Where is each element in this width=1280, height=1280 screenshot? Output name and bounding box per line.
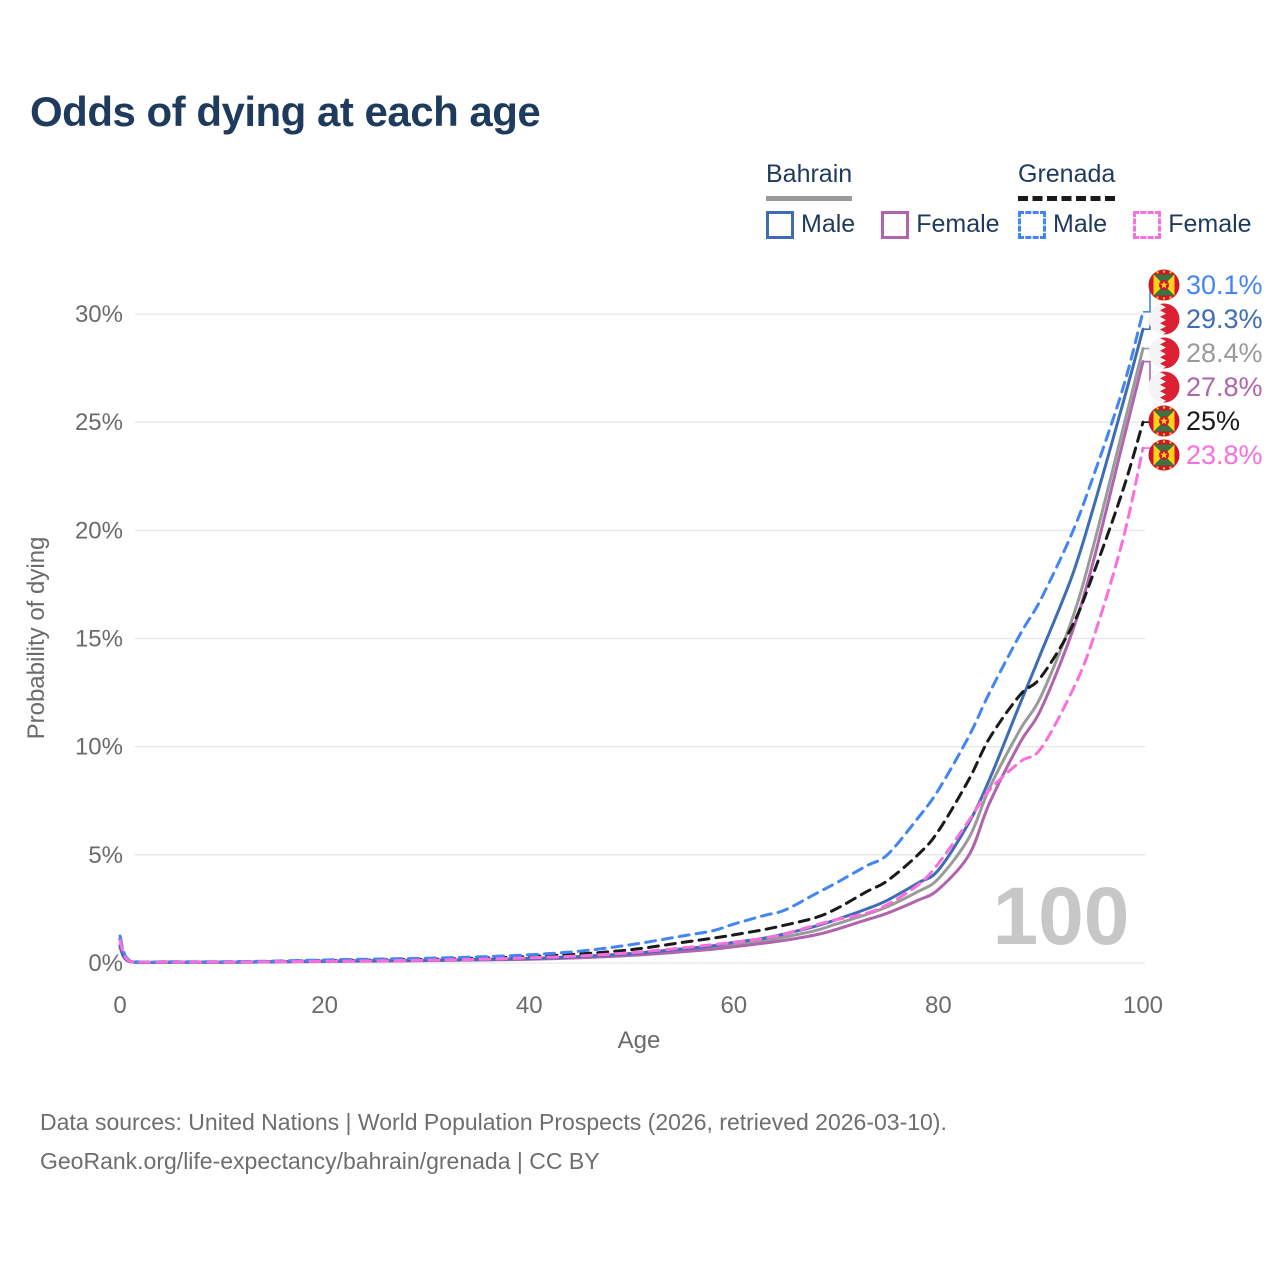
legend-label: Female bbox=[1168, 210, 1252, 238]
legend-label: Male bbox=[1053, 210, 1108, 238]
legend-item-grenada-female[interactable]: Female bbox=[1133, 210, 1252, 239]
end-value-label: 29.3% bbox=[1186, 304, 1263, 334]
line-chart: 0% 5% 10% 15% 20% 25% 30% 0 20 40 60 80 100 Age Probab… bbox=[23, 250, 1263, 1054]
y-tick-label: 25% bbox=[75, 409, 123, 436]
flag-grenada-icon bbox=[1149, 406, 1180, 437]
end-value-label: 30.1% bbox=[1186, 270, 1263, 300]
y-tick-label: 20% bbox=[75, 517, 123, 544]
legend: Bahrain Male Female Grenada Male Female bbox=[0, 160, 1280, 250]
series-line-grenada-male[interactable] bbox=[118, 310, 1145, 964]
x-tick-label: 0 bbox=[113, 992, 126, 1019]
y-tick-label: 0% bbox=[88, 950, 123, 977]
source-line-1: Data sources: United Nations | World Pop… bbox=[40, 1109, 947, 1135]
data-sources: Data sources: United Nations | World Pop… bbox=[40, 1103, 947, 1181]
legend-item-grenada-male[interactable]: Male bbox=[1018, 210, 1107, 239]
x-tick-label: 20 bbox=[311, 992, 338, 1019]
checkbox-grenada-female[interactable] bbox=[1133, 210, 1162, 239]
page-title: Odds of dying at each age bbox=[30, 88, 541, 135]
watermark-age: 100 bbox=[993, 871, 1130, 962]
checkbox-bahrain-female[interactable] bbox=[881, 210, 910, 239]
x-tick-label: 100 bbox=[1123, 992, 1163, 1019]
y-tick-label: 10% bbox=[75, 734, 123, 761]
flag-bahrain-icon bbox=[1149, 336, 1182, 370]
flag-grenada-icon bbox=[1149, 440, 1180, 471]
x-tick-label: 40 bbox=[516, 992, 543, 1019]
series-line-bahrain-female[interactable] bbox=[118, 360, 1145, 965]
legend-group-grenada: Grenada Male Female bbox=[1018, 160, 1252, 239]
x-tick-label: 80 bbox=[925, 992, 952, 1019]
series-line-bahrain-male[interactable] bbox=[118, 327, 1145, 964]
end-value-label: 28.4% bbox=[1186, 338, 1263, 368]
end-value-label: 25% bbox=[1186, 406, 1240, 436]
flag-bahrain-icon bbox=[1149, 302, 1182, 336]
source-line-2: GeoRank.org/life-expectancy/bahrain/gren… bbox=[40, 1148, 600, 1174]
y-tick-label: 5% bbox=[88, 842, 123, 869]
legend-item-bahrain-female[interactable]: Female bbox=[881, 210, 1000, 239]
legend-country-grenada: Grenada bbox=[1018, 160, 1116, 201]
y-tick-label: 30% bbox=[75, 301, 123, 328]
flag-bahrain-icon bbox=[1149, 370, 1182, 404]
legend-item-bahrain-male[interactable]: Male bbox=[766, 210, 855, 239]
legend-label: Female bbox=[916, 210, 1000, 238]
axis-title-x: Age bbox=[618, 1027, 661, 1054]
legend-country-bahrain: Bahrain bbox=[766, 160, 853, 201]
x-tick-label: 60 bbox=[720, 992, 747, 1019]
flag-grenada-icon bbox=[1149, 270, 1180, 301]
series-line-bahrain-combined[interactable] bbox=[118, 347, 1145, 964]
series-line-grenada-female[interactable] bbox=[118, 446, 1145, 964]
axis-title-y: Probability of dying bbox=[23, 537, 50, 740]
checkbox-bahrain-male[interactable] bbox=[766, 210, 794, 239]
checkbox-grenada-male[interactable] bbox=[1018, 210, 1046, 239]
end-value-label: 27.8% bbox=[1186, 372, 1263, 402]
y-tick-label: 15% bbox=[75, 626, 123, 653]
legend-group-bahrain: Bahrain Male Female bbox=[766, 160, 1000, 239]
end-value-label: 23.8% bbox=[1186, 440, 1263, 470]
legend-label: Male bbox=[801, 210, 856, 238]
